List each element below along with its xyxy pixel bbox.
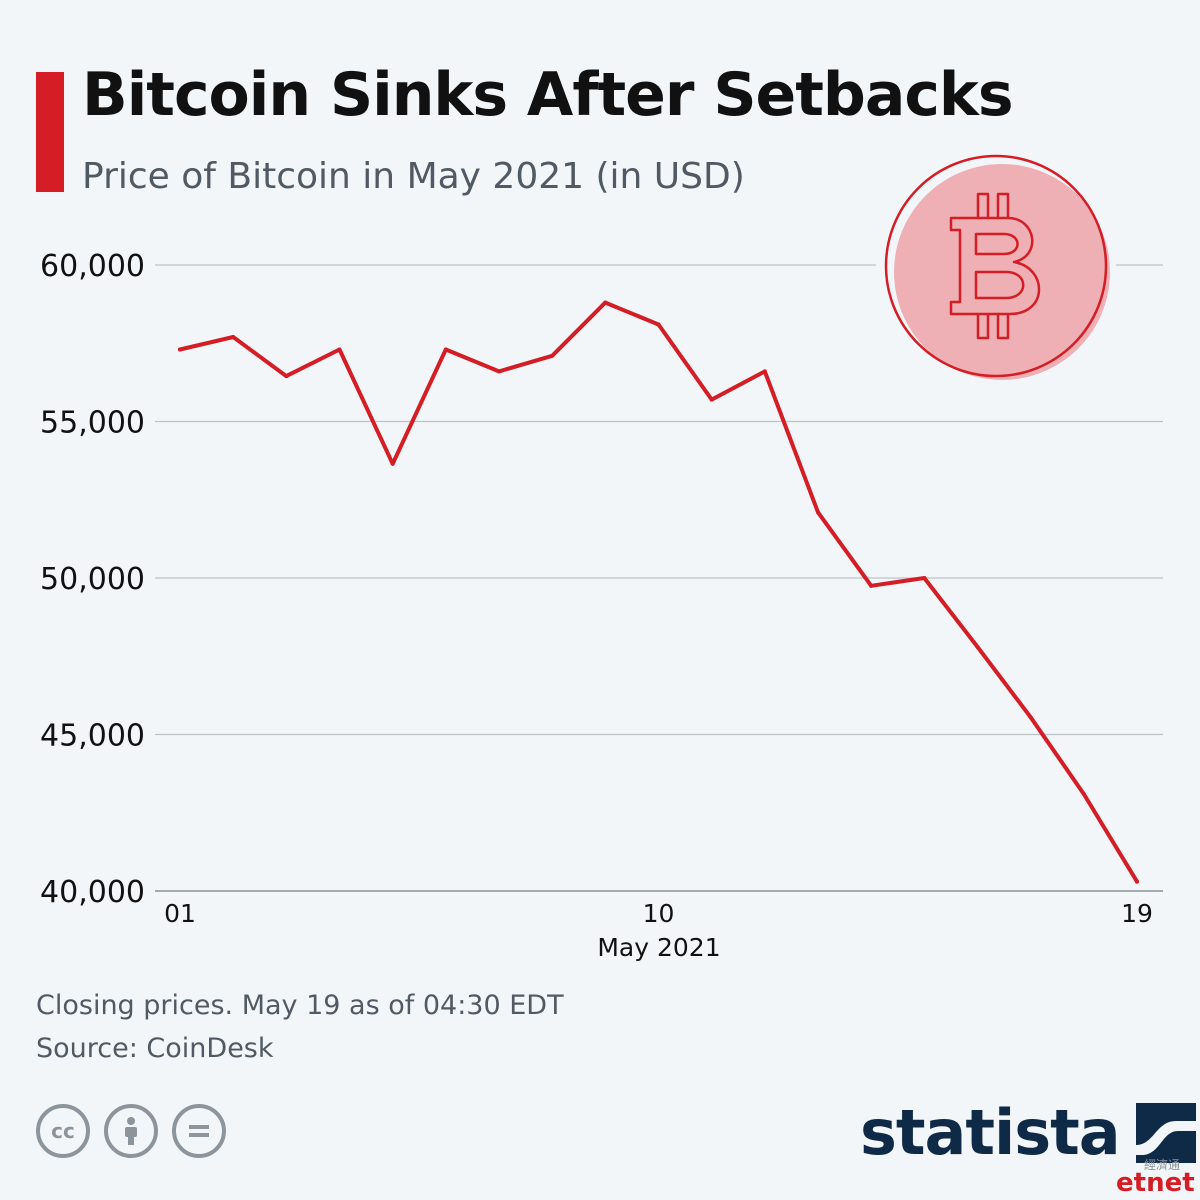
watermark-chinese: 經濟通 — [1144, 1158, 1181, 1172]
y-tick-label: 50,000 — [40, 562, 145, 597]
data-point — [603, 300, 608, 305]
data-point — [337, 347, 342, 352]
license-icons: cc — [36, 1104, 226, 1158]
data-point — [709, 397, 714, 402]
price-series-line — [178, 300, 1139, 884]
bitcoin-coin-icon — [876, 146, 1116, 386]
chart-subtitle: Price of Bitcoin in May 2021 (in USD) — [82, 156, 745, 197]
source-note: Source: CoinDesk — [36, 1033, 274, 1064]
data-point — [1028, 715, 1033, 720]
y-tick-label: 60,000 — [40, 249, 145, 284]
chart-title: Bitcoin Sinks After Setbacks — [82, 60, 1014, 130]
title-accent-bar — [36, 72, 64, 192]
data-point — [497, 369, 501, 374]
series-points — [178, 300, 1139, 884]
x-tick-label: 19 — [1121, 899, 1153, 928]
brand-wordmark: statista — [860, 1096, 1121, 1169]
cc-icon[interactable]: cc — [36, 1104, 90, 1158]
data-point — [1135, 879, 1139, 884]
data-point — [284, 374, 289, 379]
y-tick-label: 55,000 — [40, 406, 145, 441]
data-point — [922, 576, 927, 580]
y-axis-ticks: 60,000 55,000 50,000 45,000 40,000 — [40, 249, 145, 910]
data-point — [390, 461, 395, 466]
attribution-icon[interactable] — [104, 1104, 158, 1158]
data-point — [869, 583, 874, 588]
data-point — [231, 334, 236, 339]
y-tick-label: 40,000 — [40, 875, 145, 910]
data-point — [656, 322, 661, 327]
y-tick-label: 45,000 — [40, 719, 145, 754]
no-derivatives-icon[interactable] — [172, 1104, 226, 1158]
x-axis-label: May 2021 — [597, 933, 720, 962]
line-chart: 60,000 55,000 50,000 45,000 40,000 01 10 19 Ma… — [40, 146, 1163, 962]
footnote-closing-prices: Closing prices. May 19 as of 04:30 EDT — [36, 990, 564, 1021]
x-tick-label: 10 — [643, 899, 675, 928]
x-tick-label: 01 — [164, 899, 196, 928]
data-point — [550, 353, 555, 358]
data-point — [1081, 791, 1086, 796]
statista-logo[interactable]: statista — [860, 1096, 1196, 1169]
data-point — [975, 644, 980, 649]
data-point — [762, 369, 767, 374]
data-point — [816, 510, 820, 515]
data-point — [443, 347, 448, 352]
data-point — [178, 347, 182, 352]
etnet-watermark: etnet — [1116, 1168, 1195, 1198]
statista-mark-icon — [1135, 1102, 1196, 1163]
x-axis-ticks: 01 10 19 — [164, 899, 1153, 928]
